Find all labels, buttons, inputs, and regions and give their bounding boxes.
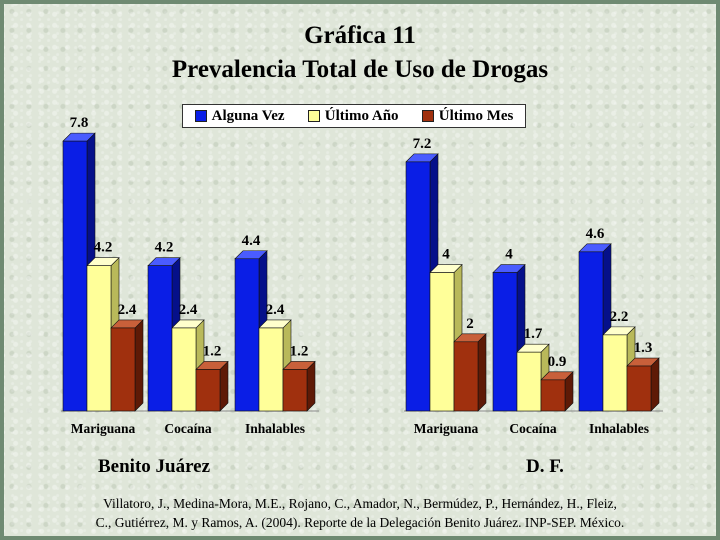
data-label-df-cocaina-ultimo-mes: 0.9 (548, 354, 567, 370)
legend-label-ultimo-ano: Último Año (324, 107, 399, 124)
legend-item-ultimo-mes: Último Mes (421, 107, 514, 125)
bar-benito-juarez-inhalables-ultimo-mes-side (306, 360, 316, 412)
bar-benito-juarez-mariguana-ultimo-ano (86, 265, 112, 412)
data-label-df-inhalables-ultimo-ano: 2.2 (610, 309, 629, 325)
category-label-benito-juarez-mariguana: Mariguana (71, 421, 136, 436)
bar-df-mariguana-ultimo-mes-side (477, 333, 487, 412)
bar-df-mariguana-ultimo-ano (429, 272, 455, 412)
bar-df-inhalables-ultimo-mes (626, 365, 652, 412)
legend-swatch-ultimo-ano (307, 110, 320, 122)
chart-title: Gráfica 11 (304, 22, 416, 49)
bar-df-inhalables-ultimo-mes-side (650, 357, 660, 412)
legend-item-alguna-vez: Alguna Vez (194, 107, 285, 125)
category-label-df-cocaina: Cocaína (509, 421, 557, 436)
data-label-df-cocaina-alguna-vez: 4 (505, 247, 513, 263)
bar-benito-juarez-inhalables-ultimo-mes (282, 369, 308, 412)
data-label-benito-juarez-mariguana-ultimo-mes: 2.4 (118, 302, 137, 318)
data-label-benito-juarez-cocaina-ultimo-ano: 2.4 (179, 302, 198, 318)
bar-benito-juarez-cocaina-ultimo-mes-side (219, 360, 229, 412)
bar-df-mariguana-alguna-vez (405, 161, 431, 412)
data-label-benito-juarez-inhalables-ultimo-ano: 2.4 (266, 302, 285, 318)
bar-benito-juarez-cocaina-ultimo-mes (195, 369, 221, 412)
panel-label-benito-juarez: Benito Juárez (98, 456, 211, 477)
data-label-df-inhalables-alguna-vez: 4.6 (586, 226, 605, 242)
legend-swatch-alguna-vez (194, 110, 207, 122)
bar-df-inhalables-ultimo-ano (602, 334, 628, 412)
data-label-df-mariguana-alguna-vez: 7.2 (413, 136, 432, 152)
category-label-df-inhalables: Inhalables (589, 421, 649, 436)
legend-label-alguna-vez: Alguna Vez (211, 107, 285, 124)
bar-df-cocaina-ultimo-ano (516, 351, 542, 412)
category-label-df-mariguana: Mariguana (414, 421, 479, 436)
data-label-benito-juarez-cocaina-ultimo-mes: 1.2 (203, 343, 222, 359)
category-label-benito-juarez-inhalables: Inhalables (245, 421, 305, 436)
bar-benito-juarez-cocaina-alguna-vez (147, 265, 173, 412)
legend-item-ultimo-ano: Último Año (307, 107, 399, 125)
category-label-benito-juarez-cocaina: Cocaína (164, 421, 212, 436)
bar-benito-juarez-mariguana-alguna-vez (62, 140, 88, 412)
citation-line-2: C., Gutiérrez, M. y Ramos, A. (2004). Re… (95, 515, 625, 530)
panel-label-df: D. F. (526, 456, 564, 477)
bar-df-mariguana-ultimo-mes (453, 341, 479, 412)
citation: Villatoro, J., Medina-Mora, M.E., Rojano… (0, 494, 720, 532)
data-label-benito-juarez-mariguana-alguna-vez: 7.8 (70, 115, 89, 131)
data-label-benito-juarez-inhalables-ultimo-mes: 1.2 (290, 343, 309, 359)
data-label-df-cocaina-ultimo-ano: 1.7 (524, 326, 543, 342)
bar-benito-juarez-mariguana-ultimo-mes-side (134, 319, 144, 412)
chart-subtitle: Prevalencia Total de Uso de Drogas (171, 56, 549, 83)
bar-df-cocaina-alguna-vez (492, 272, 518, 412)
citation-line-1: Villatoro, J., Medina-Mora, M.E., Rojano… (103, 496, 617, 511)
legend-swatch-ultimo-mes (421, 110, 434, 122)
data-label-df-inhalables-ultimo-mes: 1.3 (634, 340, 653, 356)
bar-benito-juarez-mariguana-ultimo-mes (110, 327, 136, 412)
legend-label-ultimo-mes: Último Mes (438, 107, 514, 124)
bar-benito-juarez-inhalables-ultimo-ano (258, 327, 284, 412)
bar-benito-juarez-cocaina-ultimo-ano (171, 327, 197, 412)
data-label-df-mariguana-ultimo-ano: 4 (442, 247, 450, 263)
data-label-benito-juarez-inhalables-alguna-vez: 4.4 (242, 233, 261, 249)
data-label-benito-juarez-cocaina-alguna-vez: 4.2 (155, 240, 174, 256)
chart-legend: Alguna Vez Último Año Último Mes (182, 104, 526, 128)
bar-benito-juarez-inhalables-alguna-vez (234, 258, 260, 412)
bar-df-inhalables-alguna-vez (578, 251, 604, 412)
bar-df-cocaina-ultimo-mes (540, 379, 566, 412)
data-label-benito-juarez-mariguana-ultimo-ano: 4.2 (94, 240, 113, 256)
data-label-df-mariguana-ultimo-mes: 2 (466, 316, 474, 332)
